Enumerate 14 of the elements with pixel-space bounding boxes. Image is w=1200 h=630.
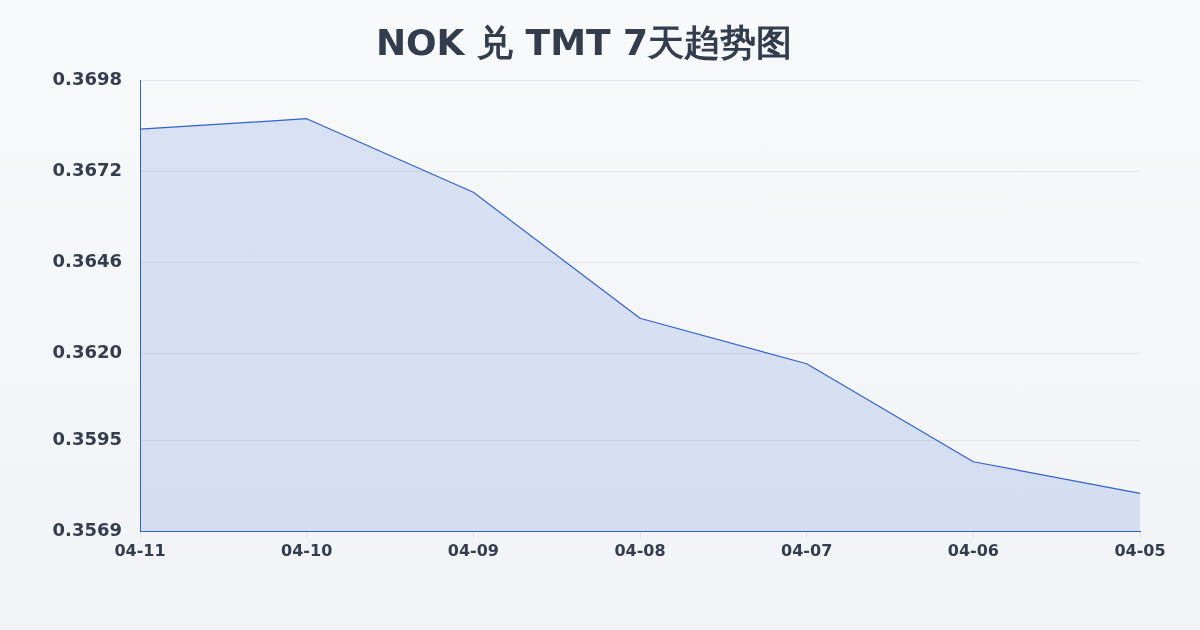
x-tick-label: 04-09: [447, 540, 499, 560]
chart-title: NOK 兑 TMT 7天趋势图: [375, 21, 793, 63]
y-tick-label: 0.3672: [52, 158, 122, 180]
y-tick-label: 0.3620: [52, 340, 122, 362]
x-tick-label: 04-08: [614, 540, 666, 560]
x-tick-label: 04-06: [947, 540, 999, 560]
x-tick-label: 04-11: [114, 540, 166, 560]
y-tick-label: 0.3595: [52, 428, 122, 450]
x-tick-label: 04-05: [1114, 540, 1166, 560]
x-tick-label: 04-10: [281, 540, 333, 560]
x-tick-label: 04-07: [781, 540, 833, 560]
y-tick-label: 0.3569: [52, 519, 122, 541]
y-tick-label: 0.3646: [52, 249, 122, 271]
y-tick-label: 0.3698: [52, 67, 122, 89]
